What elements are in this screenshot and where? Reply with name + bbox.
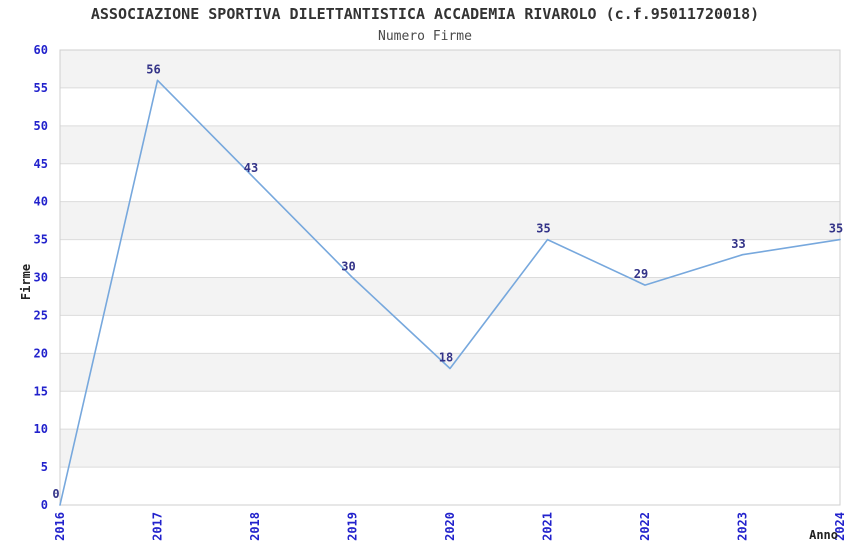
plot-band [60, 429, 840, 468]
x-axis-label: Anno [809, 528, 838, 542]
plot-band [60, 125, 840, 164]
data-point-label: 18 [439, 351, 453, 365]
x-tick-label: 2023 [736, 512, 750, 541]
x-tick-label: 2018 [248, 512, 262, 541]
y-tick-label: 15 [34, 384, 48, 398]
x-tick-label: 2019 [346, 512, 360, 541]
y-tick-label: 60 [34, 43, 48, 57]
chart-subtitle: Numero Firme [378, 29, 472, 44]
x-tick-label: 2017 [151, 512, 165, 541]
data-point-label: 35 [536, 222, 550, 236]
y-tick-label: 35 [34, 233, 48, 247]
series-line [59, 79, 841, 506]
y-tick-label: 0 [41, 498, 48, 512]
y-tick-label: 40 [34, 195, 48, 209]
y-tick-label: 30 [34, 271, 48, 285]
plot-band [60, 201, 840, 240]
y-tick-label: 50 [34, 119, 48, 133]
y-tick-label: 55 [34, 81, 48, 95]
y-tick-label: 10 [34, 422, 48, 436]
x-tick-label: 2021 [541, 512, 555, 541]
data-point-label: 33 [731, 237, 745, 251]
data-point-label: 30 [341, 260, 355, 274]
data-point-label: 0 [52, 487, 59, 501]
data-point-label: 56 [146, 62, 160, 76]
y-tick-label: 5 [41, 460, 48, 474]
y-tick-label: 25 [34, 308, 48, 322]
chart-title: ASSOCIAZIONE SPORTIVA DILETTANTISTICA AC… [91, 5, 759, 23]
plot-band [60, 353, 840, 392]
y-tick-label: 20 [34, 346, 48, 360]
plot-border [59, 49, 841, 506]
y-tick-label: 45 [34, 157, 48, 171]
plot-band [60, 277, 840, 316]
data-point-label: 29 [634, 267, 648, 281]
y-axis-label: Firme [19, 264, 33, 300]
x-tick-label: 2020 [443, 512, 457, 541]
x-tick-label: 2016 [53, 512, 67, 541]
plot-band [60, 50, 840, 88]
data-point-label: 35 [829, 222, 843, 236]
x-tick-label: 2022 [638, 512, 652, 541]
x-tick-label: 2024 [833, 512, 847, 541]
data-point-label: 43 [244, 161, 258, 175]
